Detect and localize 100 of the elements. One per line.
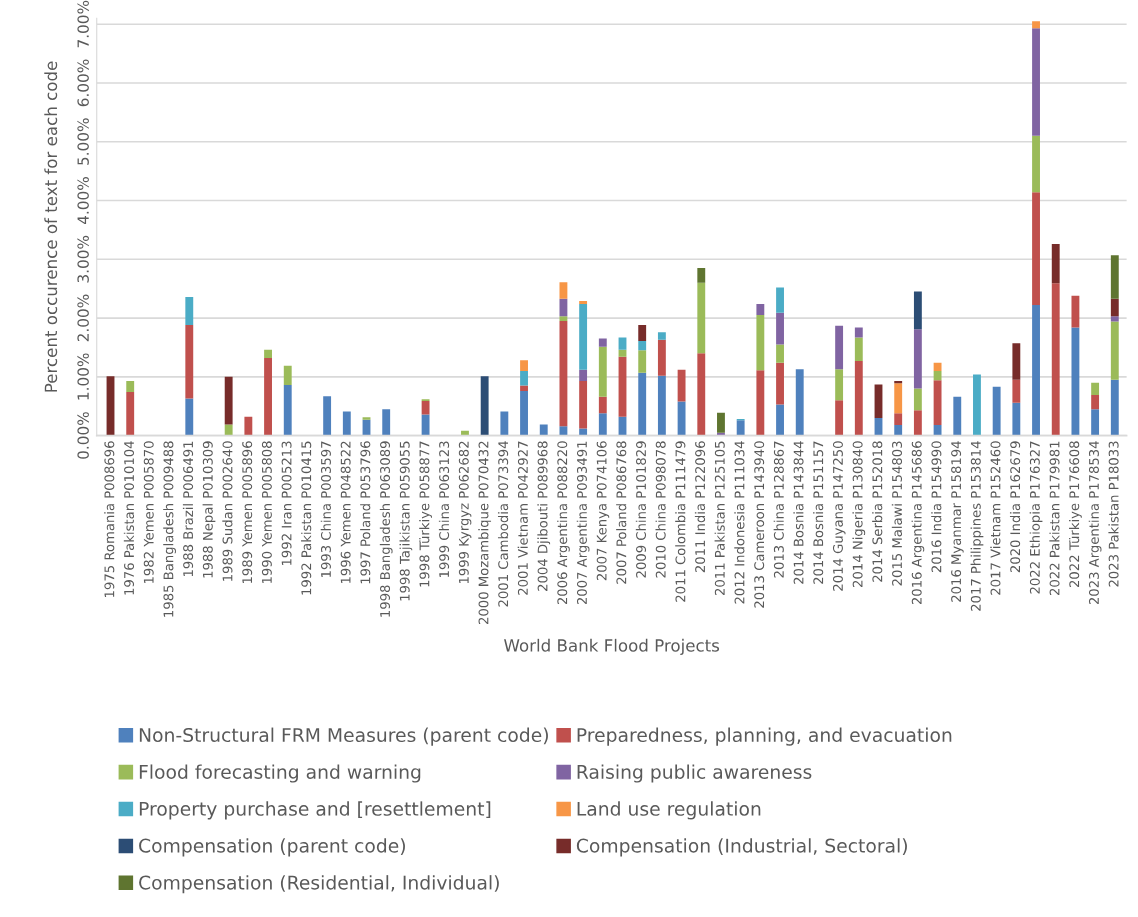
bar <box>1110 316 1119 322</box>
bar <box>520 360 528 371</box>
bar <box>933 380 942 425</box>
bar <box>1032 135 1040 193</box>
bar <box>638 350 647 373</box>
x-tick-label: 2016 Myanmar P158194 <box>951 441 964 602</box>
bar <box>1032 21 1040 29</box>
y-tick-label: 6.00% <box>77 59 89 107</box>
legend-label: Land use regulation <box>577 801 761 820</box>
bar <box>126 392 135 436</box>
bar <box>1110 298 1119 317</box>
bar <box>421 414 430 436</box>
bar <box>342 411 351 436</box>
bar <box>874 384 883 418</box>
bar <box>283 385 292 436</box>
bar <box>480 376 489 436</box>
bar <box>1071 295 1080 328</box>
x-tick-label: 1998 Türkiye P058877 <box>419 441 432 587</box>
bar <box>559 298 568 317</box>
bar <box>382 409 391 436</box>
bar <box>835 325 844 370</box>
bar <box>776 312 784 345</box>
x-tick-label: 1975 Romania P008696 <box>104 441 115 597</box>
bar <box>1012 379 1021 403</box>
bar <box>638 325 647 341</box>
x-tick-label: 1988 Nepal P010309 <box>202 441 216 578</box>
x-tick-label: 2014 Bosnia P143844 <box>793 441 804 584</box>
bar <box>973 374 981 436</box>
x-tick-label: 1976 Pakistan P010104 <box>123 441 135 595</box>
x-tick-label: 2009 China P101829 <box>635 441 647 578</box>
x-tick-label: 1999 China P063123 <box>438 441 450 577</box>
legend-label: Compensation (Residential, Individual) <box>139 875 499 894</box>
legend-label: Preparedness, planning, and evacuation <box>577 727 952 746</box>
x-tick-label: 2023 Argentina P178534 <box>1088 441 1102 605</box>
x-tick-label: 1988 Brazil P006491 <box>182 441 194 577</box>
bar <box>559 282 568 299</box>
x-tick-label: 1992 Pakistan P010415 <box>301 441 312 595</box>
bar <box>579 380 588 429</box>
bar <box>1110 321 1119 380</box>
bar <box>1012 402 1021 436</box>
bar <box>1012 343 1021 380</box>
bar <box>677 369 686 402</box>
x-tick-label: 2011 Colombia P111479 <box>675 441 686 602</box>
x-tick-label: 2001 Vietnam P042927 <box>517 441 528 595</box>
bar <box>520 390 528 436</box>
x-tick-label: 2014 Bosnia P151157 <box>813 441 824 584</box>
x-tick-label: 2000 Mozambique P070432 <box>478 441 492 624</box>
bar <box>559 426 568 436</box>
x-tick-label: 1998 Tajikistan P059055 <box>399 441 413 601</box>
bar <box>598 396 607 414</box>
bar <box>776 362 784 405</box>
bar <box>1091 395 1100 410</box>
bar <box>244 416 253 436</box>
bar <box>362 417 371 420</box>
x-tick-label: 2014 Guyana P147250 <box>832 441 846 591</box>
bar <box>264 358 272 436</box>
x-tick-label: 1993 China P003597 <box>320 441 331 577</box>
bar <box>520 370 528 386</box>
bar <box>579 301 588 304</box>
bar <box>559 316 568 321</box>
bar <box>421 400 430 415</box>
bar <box>933 370 942 381</box>
bar <box>1032 305 1040 436</box>
bar <box>854 360 863 436</box>
bar <box>717 412 725 433</box>
x-tick-label: 2012 Indonesia P111034 <box>734 441 745 604</box>
bar <box>224 376 233 425</box>
bar <box>913 291 922 330</box>
bar <box>697 282 706 354</box>
x-tick-label: 2001 Cambodia P073394 <box>497 441 509 607</box>
x-tick-label: 2015 Malawi P154803 <box>891 441 903 586</box>
x-tick-label: 2006 Argentina P088220 <box>557 441 570 605</box>
bar <box>854 337 863 361</box>
bar <box>185 325 194 399</box>
bar <box>894 413 903 425</box>
bar <box>559 320 568 427</box>
x-tick-label: 2016 India P154990 <box>931 441 942 573</box>
y-tick-label: 1.00% <box>77 353 89 400</box>
bar <box>776 287 784 313</box>
x-tick-label: 2022 Türkiye P176608 <box>1069 441 1082 588</box>
bar <box>598 413 607 436</box>
bar <box>1071 327 1080 436</box>
bar <box>933 362 942 371</box>
bar <box>579 369 588 381</box>
x-axis-title: World Bank Flood Projects <box>504 638 720 655</box>
bar <box>1091 382 1100 396</box>
x-tick-label: 1990 Yemen P005808 <box>261 441 272 584</box>
bar <box>776 344 784 363</box>
bar <box>913 329 922 389</box>
bar <box>697 268 706 283</box>
bar <box>736 420 745 436</box>
bar <box>185 398 194 436</box>
bar <box>657 332 666 340</box>
y-tick-label: 3.00% <box>77 235 89 283</box>
bar <box>126 380 135 393</box>
bar <box>657 339 666 376</box>
x-tick-label: 1997 Poland P053796 <box>360 441 371 584</box>
x-tick-label: 2011 India P122096 <box>694 441 706 573</box>
x-tick-label: 2007 Kenya P074106 <box>596 441 610 581</box>
x-tick-label: 2013 Cameroon P143940 <box>754 441 765 608</box>
